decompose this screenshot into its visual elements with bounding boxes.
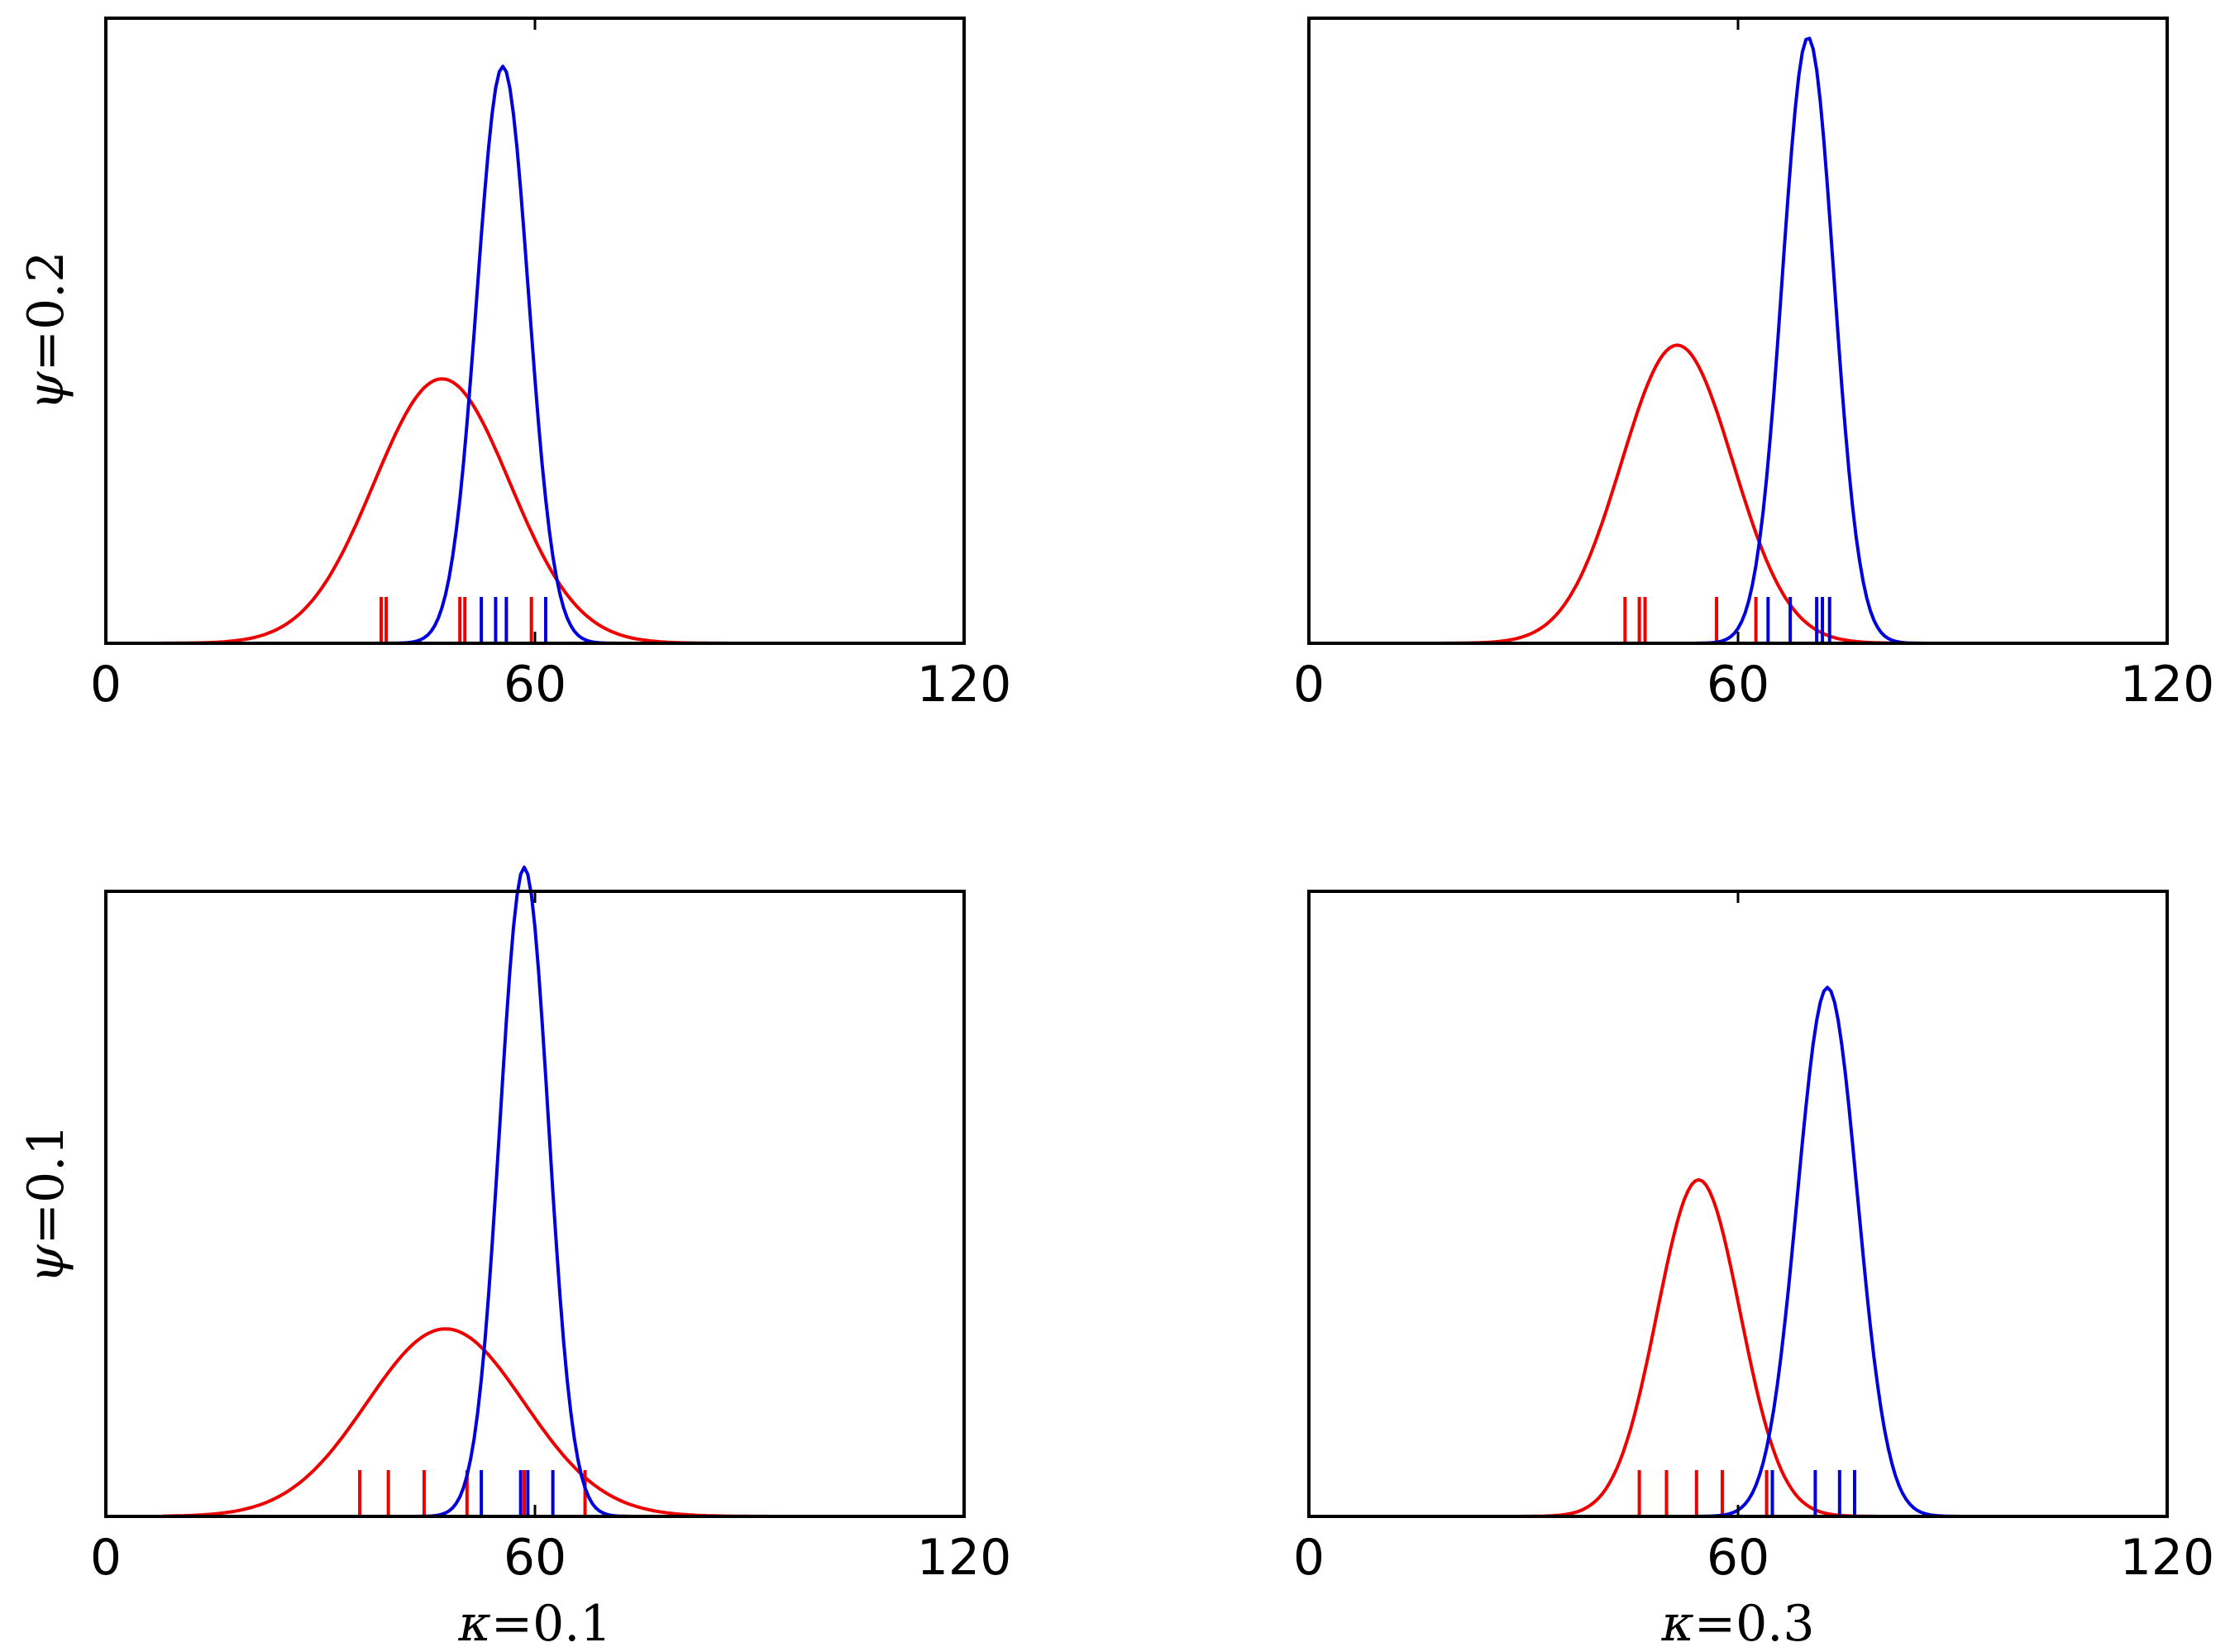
x-tick-label: 60 (1707, 1529, 1769, 1587)
row-label-value: =0.2 (17, 251, 75, 372)
x-tick-label: 60 (1707, 656, 1769, 714)
row-label-symbol: ψ (17, 370, 75, 410)
col-label-value: =0.3 (1694, 1595, 1815, 1652)
axes-frame (104, 17, 966, 645)
panel-bottom-right: 0 60 120 κ=0.3 (1293, 890, 2215, 1652)
x-tick-label: 0 (90, 1529, 122, 1587)
row-label: ψ=0.2 (17, 251, 75, 411)
series-blue-curve (1366, 986, 2096, 1518)
row-label-symbol: ψ (17, 1244, 75, 1283)
axes-frame (104, 890, 966, 1518)
col-label: κ=0.1 (457, 1595, 611, 1652)
row-label: ψ=0.1 (17, 1124, 75, 1284)
axes-frame (1307, 17, 2169, 645)
x-tick-label: 60 (504, 1529, 566, 1587)
col-label-value: =0.1 (491, 1595, 612, 1652)
axes-frame (1307, 890, 2169, 1518)
panel-top-left: 0 60 120 ψ=0.2 (17, 17, 1012, 714)
series-blue-curve (163, 865, 893, 1518)
x-tick-label: 0 (90, 656, 122, 714)
series-blue-curve (163, 64, 893, 645)
series-red-curve (1366, 1177, 2096, 1518)
x-tick-label: 60 (504, 656, 566, 714)
x-tick-label: 120 (917, 656, 1012, 714)
col-label: κ=0.3 (1660, 1595, 1814, 1652)
series-blue-curve (1366, 36, 2096, 645)
row-label-value: =0.1 (17, 1124, 75, 1245)
col-label-symbol: κ (457, 1595, 490, 1652)
series-red-curve (1366, 343, 2096, 645)
series-red-curve (163, 377, 893, 645)
x-tick-label: 0 (1293, 656, 1325, 714)
x-tick-label: 120 (917, 1529, 1012, 1587)
x-tick-label: 120 (2120, 1529, 2215, 1587)
x-tick-label: 120 (2120, 656, 2215, 714)
x-tick-label: 0 (1293, 1529, 1325, 1587)
panel-top-right: 0 60 120 (1293, 17, 2215, 714)
col-label-symbol: κ (1660, 1595, 1693, 1652)
